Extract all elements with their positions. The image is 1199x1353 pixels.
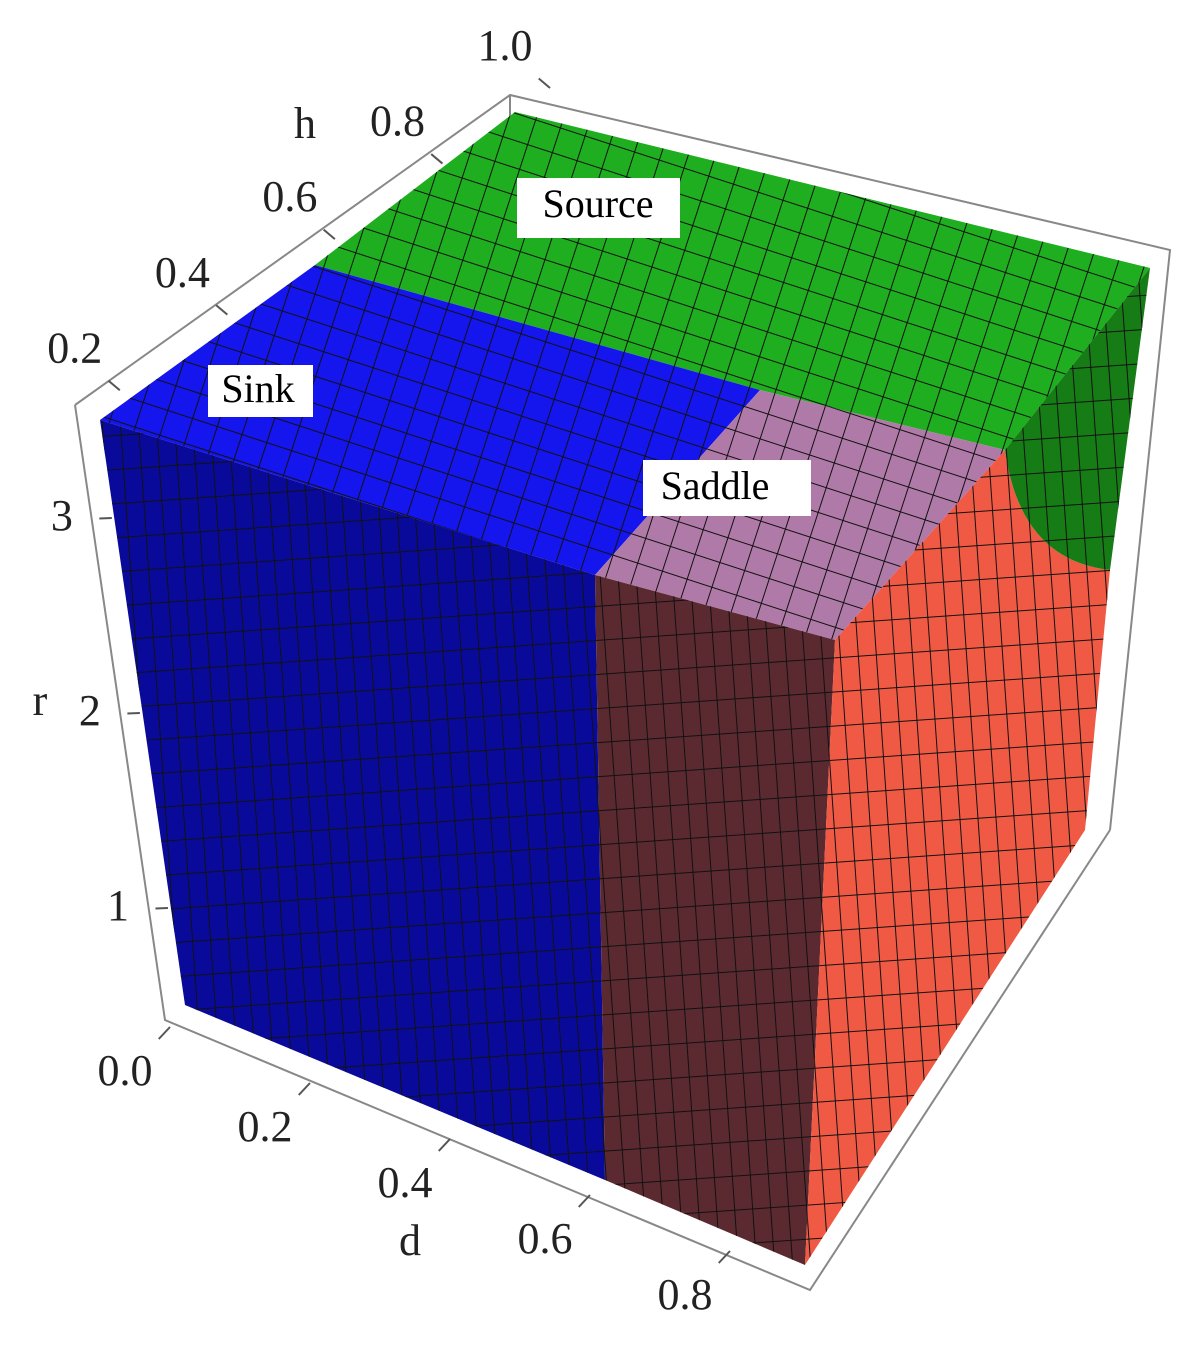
- tick-mark: [215, 304, 228, 316]
- tick-mark: [322, 228, 336, 240]
- y-tick-label: 0.6: [262, 172, 317, 221]
- x-tick-label: 0.4: [378, 1158, 433, 1207]
- y-tick-label: 0.4: [155, 248, 210, 297]
- tick-mark: [127, 712, 140, 715]
- tick-mark: [158, 1026, 171, 1040]
- tick-mark: [298, 1082, 311, 1096]
- annotation-box: [208, 365, 313, 417]
- annotation: Saddle: [661, 463, 770, 508]
- z-axis-title: r: [33, 676, 48, 725]
- surface: [100, 112, 1150, 1265]
- tick-mark: [107, 379, 121, 391]
- tick-mark: [155, 907, 168, 910]
- y-tick-label: 1.0: [478, 21, 533, 70]
- y-tick-label: 0.2: [47, 323, 102, 372]
- y-tick-label: 0.8: [370, 97, 425, 146]
- tick-mark: [718, 1250, 731, 1264]
- x-axis-title: d: [399, 1216, 421, 1265]
- tick-mark: [99, 517, 112, 520]
- x-tick-label: 0.8: [658, 1270, 713, 1319]
- annotation: Sink: [221, 366, 294, 411]
- tick-mark: [438, 1138, 451, 1152]
- x-tick-label: 0.0: [98, 1046, 153, 1095]
- tick-mark: [578, 1194, 591, 1208]
- z-tick-label: 2: [79, 686, 101, 735]
- x-tick-label: 0.2: [238, 1102, 293, 1151]
- tick-mark: [538, 77, 551, 89]
- z-tick-label: 1: [107, 881, 129, 930]
- annotation-box: [517, 178, 680, 238]
- z-tick-label: 3: [51, 491, 73, 540]
- tick-mark: [430, 153, 444, 165]
- y-axis-title: h: [294, 99, 316, 148]
- annotation-box: [643, 460, 811, 516]
- annotation: Source: [542, 181, 653, 226]
- x-tick-label: 0.6: [518, 1214, 573, 1263]
